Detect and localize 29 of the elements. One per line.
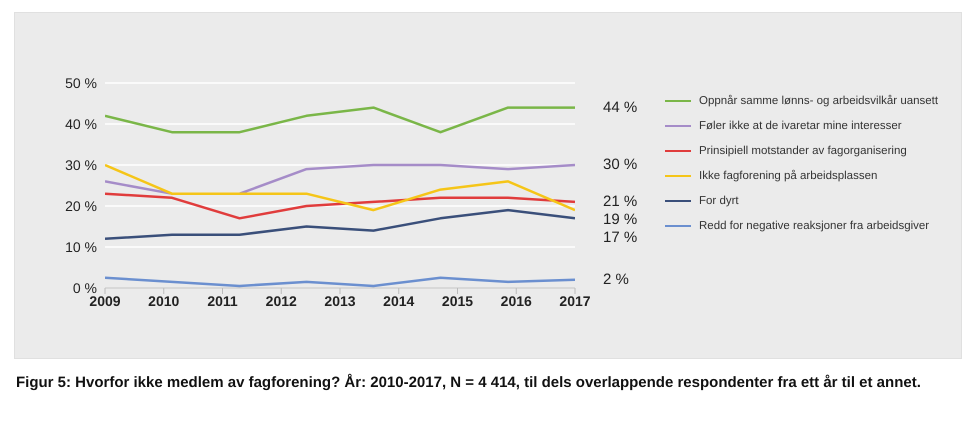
- data-label: 30 %: [603, 156, 638, 174]
- x-tick-label: 2010: [148, 292, 180, 309]
- data-label: 44 %: [603, 98, 638, 117]
- text: Figur 5: Hvorfor ikke medlem av fagforening? År: 2010-2017, N = 4 414, til dels overlappende respondenter fra ett år til et annet.: [16, 373, 922, 393]
- y-tick-label: 20 %: [65, 198, 97, 214]
- x-tick-label: 2016: [500, 292, 532, 309]
- line-series: [105, 164, 575, 212]
- x-tick-label: 2011: [207, 292, 238, 309]
- legend-label: Føler ikke at de ivaretar mine interesser: [699, 120, 902, 132]
- y-tick-label: 30 %: [65, 156, 97, 173]
- x-tick-label: 2014: [383, 292, 415, 309]
- y-tick-label: 50 %: [65, 74, 97, 91]
- data-label: 17 %: [603, 228, 638, 247]
- x-tick-label: 2017: [559, 292, 591, 309]
- y-tick-label: 40 %: [65, 116, 97, 132]
- legend-label: Prinsipiell motstander av fagorganisering: [699, 144, 907, 156]
- data-label: 21 %: [603, 192, 638, 211]
- legend-label: Redd for negative reaksjoner fra arbeidsgiver: [699, 220, 930, 232]
- legend-label: Ikke fagforening på arbeidsplassen: [699, 170, 878, 182]
- line-series: [105, 192, 575, 220]
- line-series: [105, 208, 575, 240]
- x-tick-label: 2013: [324, 292, 356, 309]
- data-label: 19 %: [603, 210, 638, 229]
- y-tick-label: 10 %: [65, 238, 97, 255]
- legend-label: For dyrt: [699, 194, 739, 206]
- data-label: 2 %: [603, 270, 629, 289]
- x-tick-label: 2015: [442, 292, 474, 309]
- legend-label: Oppnår samme lønns- og arbeidsvilkår uansett: [699, 94, 938, 106]
- x-tick-label: 2012: [266, 292, 298, 309]
